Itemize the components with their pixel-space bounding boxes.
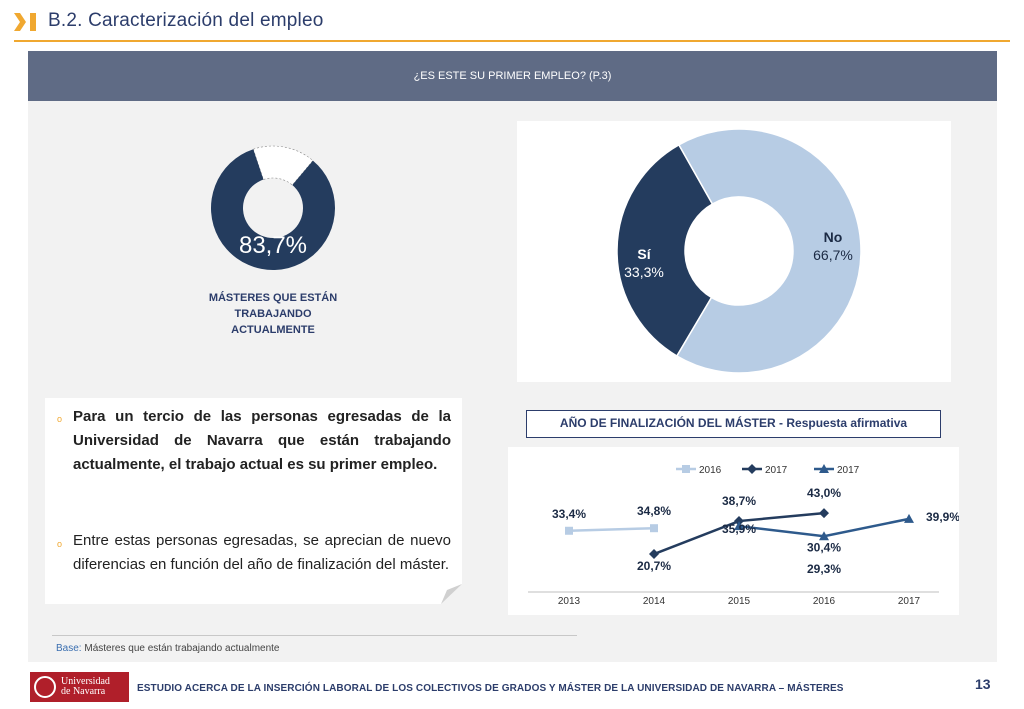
base-note: Base: Másteres que están trabajando actu…: [56, 643, 279, 654]
slice-name-si: Sí: [637, 246, 651, 262]
x-tick-label: 2015: [728, 596, 751, 607]
chevron-logo-icon: [14, 13, 36, 31]
remaining-segment: [252, 145, 314, 186]
series-1: 20,7% 38,7% 43,0%: [637, 486, 841, 573]
x-tick-label: 2013: [558, 596, 581, 607]
slice-value-no: 66,7%: [813, 247, 853, 263]
slice-label-si: Sí 33,3%: [614, 245, 674, 281]
logo-name: Universidad de Navarra: [61, 676, 110, 697]
question-text: ¿ES ESTE SU PRIMER EMPLEO? (P.3): [413, 70, 612, 82]
employed-caption: MÁSTERES QUE ESTÁN TRABAJANDO ACTUALMENT…: [208, 292, 338, 336]
data-label: 38,7%: [722, 494, 756, 508]
base-label: Base:: [56, 643, 82, 654]
x-tick-label: 2016: [813, 596, 836, 607]
data-label: 33,4%: [552, 507, 586, 521]
base-text: Másteres que están trabajando actualment…: [84, 643, 280, 654]
bullet-icon: o: [57, 414, 63, 424]
page-fold-icon: [441, 584, 462, 604]
x-tick-label: 2017: [898, 596, 921, 607]
x-tick-label: 2014: [643, 596, 666, 607]
series-line: [568, 526, 655, 533]
legend-item-1: 2017: [742, 464, 788, 476]
university-seal-icon: [34, 676, 56, 698]
findings-card: o Para un tercio de las personas egresad…: [45, 398, 462, 604]
employed-percentage: 83,7%: [238, 232, 308, 259]
data-point: [904, 513, 914, 523]
series-0: 33,4% 34,8%: [552, 504, 671, 535]
slice-no: [675, 128, 862, 374]
data-point: [819, 531, 829, 541]
legend-item-0: 2016: [676, 465, 722, 476]
page-header: B.2. Caracterización del empleo: [0, 0, 1024, 42]
data-point: [747, 464, 757, 474]
legend-label-2: 2017: [837, 465, 860, 476]
first-job-donut: [616, 128, 862, 374]
finding-bold-paragraph: Para un tercio de las personas egresadas…: [73, 408, 451, 473]
graduation-year-chart: 2016 2017 2017 2013 2014 2015 2016 2017 33,4% 34,…: [508, 447, 959, 615]
data-point: [650, 524, 658, 533]
slice-name-no: No: [823, 229, 843, 245]
data-point: [734, 521, 744, 531]
data-point: [565, 526, 573, 535]
legend-label-1: 2017: [765, 465, 788, 476]
question-banner: ¿ES ESTE SU PRIMER EMPLEO? (P.3): [28, 51, 997, 101]
legend-label-0: 2016: [699, 465, 722, 476]
employed-segment: [211, 149, 335, 270]
data-label: 35,9%: [722, 522, 756, 536]
slice-si: [616, 143, 714, 358]
page-number: 13: [975, 676, 991, 692]
university-logo: Universidad de Navarra: [30, 672, 129, 702]
bullet-icon: o: [57, 539, 63, 549]
graduation-year-line-chart: 2016 2017 2017 2013 2014 2015 2016 2017 33,4% 34,…: [528, 464, 959, 607]
line-chart-title: AÑO DE FINALIZACIÓN DEL MÁSTER - Respues…: [526, 410, 941, 438]
employed-donut: [211, 145, 335, 270]
data-label: 43,0%: [807, 486, 841, 500]
legend-item-2: 2017: [814, 464, 860, 476]
data-point: [649, 549, 659, 560]
data-label: 29,3%: [807, 562, 841, 576]
data-label: 34,8%: [637, 504, 671, 518]
data-point: [819, 464, 829, 473]
data-label: 20,7%: [637, 559, 671, 573]
series-2: 35,9% 30,4% 39,9%: [722, 510, 959, 554]
header-divider: [14, 40, 1010, 42]
slice-label-no: No 66,7%: [803, 228, 863, 264]
slice-value-si: 33,3%: [624, 264, 664, 280]
finding-paragraph: Entre estas personas egresadas, se aprec…: [73, 532, 451, 573]
study-title: ESTUDIO ACERCA DE LA INSERCIÓN LABORAL D…: [137, 683, 844, 694]
data-label: 30,4%: [807, 540, 841, 554]
data-point: [819, 508, 829, 519]
page-title: B.2. Caracterización del empleo: [48, 10, 324, 31]
base-divider: [52, 635, 577, 636]
data-point: [682, 465, 690, 473]
first-job-chart: Sí 33,3% No 66,7%: [517, 121, 951, 382]
data-point: [734, 516, 744, 527]
data-label: 39,9%: [926, 510, 959, 524]
